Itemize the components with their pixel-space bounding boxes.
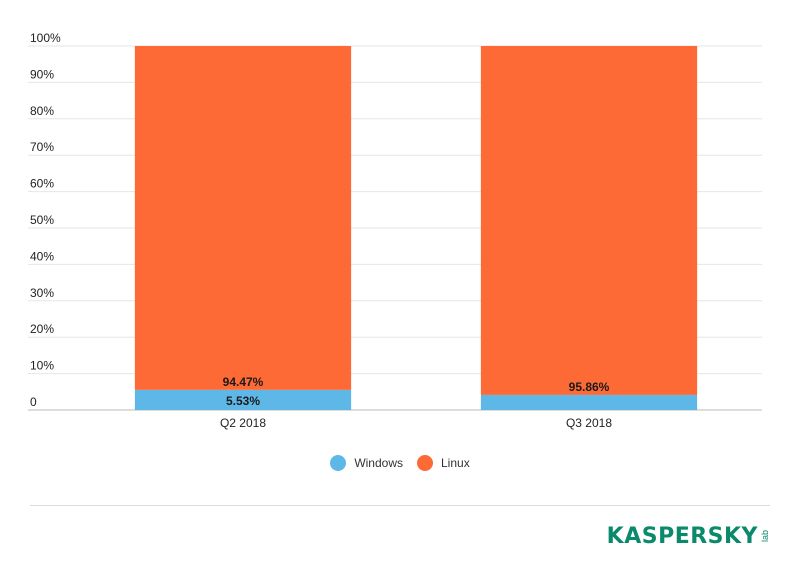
bar-linux — [480, 46, 698, 395]
legend-label-linux: Linux — [441, 456, 470, 470]
y-tick-label: 70% — [30, 140, 54, 154]
data-label-linux: 94.47% — [223, 375, 264, 389]
bar-windows — [480, 394, 698, 410]
legend-item-windows[interactable]: Windows — [330, 455, 403, 471]
footer-divider — [30, 505, 770, 506]
data-label-windows: 5.53% — [226, 394, 260, 408]
bar-linux — [134, 46, 352, 390]
y-tick-label: 10% — [30, 359, 54, 373]
linux-legend-dot-icon — [417, 455, 433, 471]
brand-suffix: lab — [760, 530, 770, 543]
y-tick-label: 90% — [30, 67, 54, 81]
legend-label-windows: Windows — [354, 456, 403, 470]
y-tick-label: 60% — [30, 177, 54, 191]
brand-name: KASPERSKY — [606, 524, 758, 549]
legend: Windows Linux — [0, 455, 800, 471]
windows-legend-dot-icon — [330, 455, 347, 471]
kaspersky-logo: KASPERSKY lab — [607, 522, 770, 552]
y-tick-label: 100% — [30, 31, 61, 45]
bar-windows — [134, 389, 352, 410]
y-tick-label: 0 — [30, 395, 37, 409]
y-tick-label: 20% — [30, 322, 54, 336]
x-tick-label: Q3 2018 — [566, 416, 612, 430]
data-label-linux: 95.86% — [569, 380, 610, 394]
x-tick-label: Q2 2018 — [220, 416, 266, 430]
y-tick-label: 40% — [30, 249, 54, 263]
y-tick-label: 80% — [30, 104, 54, 118]
legend-item-linux[interactable]: Linux — [417, 455, 470, 471]
y-tick-label: 50% — [30, 213, 54, 227]
y-tick-label: 30% — [30, 286, 54, 300]
